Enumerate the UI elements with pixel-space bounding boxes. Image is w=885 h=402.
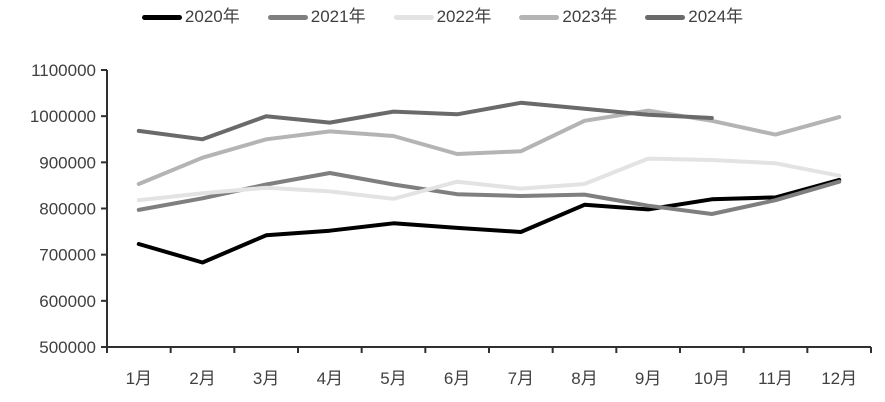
- x-axis-label: 7月: [508, 369, 534, 388]
- chart-legend: 2020年 2021年 2022年 2023年 2024年: [0, 6, 885, 28]
- x-axis-label: 3月: [253, 369, 279, 388]
- legend-item-2021[interactable]: 2021年: [267, 6, 366, 28]
- legend-item-2020[interactable]: 2020年: [141, 6, 240, 28]
- legend-line-marker-icon: [393, 14, 434, 20]
- y-axis-label: 1100000: [31, 61, 96, 80]
- y-axis-label: 600000: [39, 292, 96, 311]
- legend-line-marker-icon: [267, 14, 308, 20]
- y-axis-label: 1000000: [30, 107, 96, 126]
- x-axis-label: 11月: [758, 369, 793, 388]
- series-line-2020: [136, 177, 842, 265]
- x-axis-label: 8月: [571, 369, 597, 388]
- x-axis-label: 2月: [189, 369, 215, 388]
- legend-item-2024[interactable]: 2024年: [645, 6, 743, 28]
- legend-line-marker-icon: [141, 14, 182, 20]
- y-axis-label: 700000: [39, 246, 96, 265]
- series-line-2024: [136, 100, 714, 142]
- y-axis-label: 800000: [39, 200, 96, 219]
- series-line-2021: [136, 171, 842, 216]
- x-axis-label: 4月: [317, 369, 343, 388]
- legend-item-2022[interactable]: 2022年: [393, 6, 492, 28]
- y-axis-label: 900000: [39, 153, 96, 172]
- x-axis-label: 5月: [380, 369, 406, 388]
- legend-line-marker-icon: [645, 14, 686, 20]
- x-axis-label: 6月: [444, 369, 470, 388]
- x-axis-label: 12月: [821, 369, 857, 388]
- legend-item-label: 2020年: [184, 7, 240, 26]
- x-axis-label: 9月: [635, 369, 661, 388]
- x-axis-label: 10月: [694, 369, 730, 388]
- series-line-2022: [136, 156, 842, 203]
- legend-item-label: 2024年: [688, 7, 744, 26]
- legend-line-marker-icon: [519, 14, 560, 20]
- legend-item-label: 2021年: [310, 7, 366, 26]
- legend-item-label: 2022年: [436, 7, 492, 26]
- legend-item-label: 2023年: [562, 7, 618, 26]
- legend-item-2023[interactable]: 2023年: [519, 6, 617, 28]
- y-axis-label: 500000: [39, 338, 96, 357]
- x-axis-label: 1月: [126, 369, 152, 388]
- series-line-2023: [136, 108, 842, 186]
